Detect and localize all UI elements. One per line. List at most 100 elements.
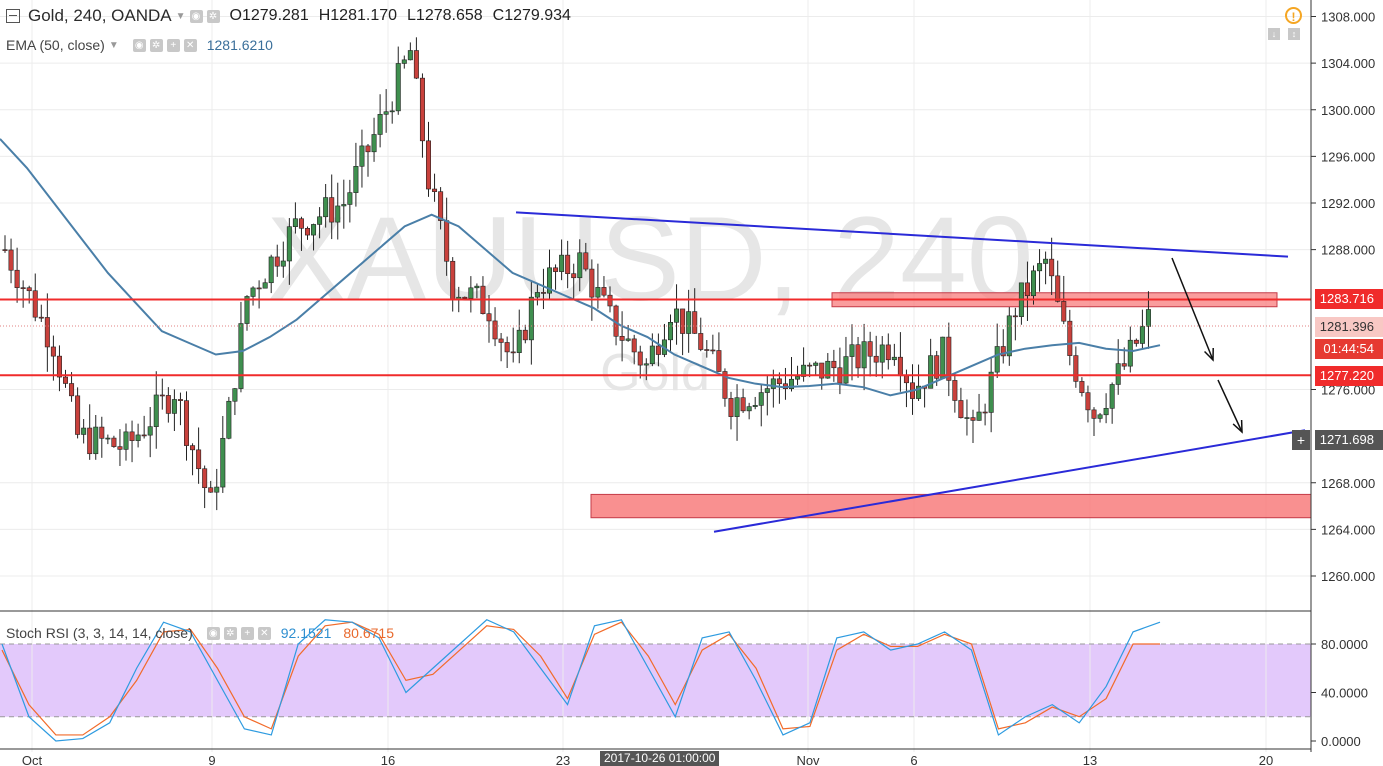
candle-body: [214, 486, 220, 493]
gear-icon[interactable]: ✲: [149, 38, 163, 52]
crosshair-plus-icon[interactable]: +: [1292, 430, 1310, 450]
last-price-tag: 1281.396: [1315, 317, 1383, 337]
candle-body: [1109, 384, 1115, 409]
candle-body: [885, 344, 891, 361]
candle-body: [141, 434, 147, 437]
close-icon[interactable]: ✕: [183, 38, 197, 52]
candle-body: [1024, 282, 1030, 297]
candle-body: [722, 371, 728, 399]
chevron-down-icon[interactable]: ▼: [175, 10, 186, 22]
ema-label[interactable]: EMA (50, close): [6, 37, 105, 53]
candle-body: [1139, 326, 1145, 344]
candle-body: [825, 360, 831, 379]
candle-body: [1091, 409, 1097, 419]
time-tick-label: Oct: [22, 753, 43, 766]
candle-body: [432, 188, 438, 192]
candle-body: [14, 269, 20, 288]
candle-body: [637, 351, 643, 366]
candle-body: [250, 287, 256, 297]
candle-body: [20, 287, 26, 289]
candle-body: [177, 399, 183, 401]
candle-body: [425, 140, 431, 190]
candle-body: [964, 417, 970, 419]
arrow-updown-icon[interactable]: ↕: [1288, 28, 1300, 40]
candle-body: [504, 342, 510, 353]
candle-body: [359, 145, 365, 167]
candle-body: [232, 388, 238, 402]
candle-body: [238, 323, 244, 389]
candle-body: [462, 296, 468, 299]
plus-icon[interactable]: +: [166, 38, 180, 52]
candle-body: [50, 346, 56, 357]
stoch-label[interactable]: Stoch RSI (3, 3, 14, 14, close): [6, 625, 193, 641]
down-arrow-1: [1171, 257, 1214, 361]
candle-body: [347, 192, 353, 205]
candle-body: [583, 252, 589, 270]
candle-body: [982, 411, 988, 414]
countdown-tag: 01:44:54: [1315, 339, 1383, 359]
symbol-title[interactable]: Gold, 240, OANDA: [28, 6, 172, 25]
price-tick-label: 1288.000: [1321, 243, 1375, 258]
arrow-down-icon[interactable]: ↓: [1268, 28, 1280, 40]
candle-body: [1055, 275, 1061, 302]
candle-body: [1115, 363, 1121, 385]
candle-body: [528, 296, 534, 341]
candle-body: [190, 445, 196, 451]
candle-body: [534, 292, 540, 298]
candle-body: [87, 427, 93, 455]
candle-body: [553, 267, 559, 272]
watermark-name: Gold: [600, 344, 710, 402]
candle-body: [764, 388, 770, 393]
candle-body: [649, 345, 655, 365]
chevron-down-icon[interactable]: ▼: [108, 39, 119, 51]
candle-body: [395, 63, 401, 112]
ema-value: 1281.6210: [206, 37, 273, 53]
candle-body: [728, 398, 734, 417]
alert-icon[interactable]: !: [1285, 7, 1302, 24]
close-value: 1279.934: [504, 7, 571, 24]
candle-body: [383, 111, 389, 115]
eye-icon[interactable]: ◉: [206, 626, 220, 640]
low-label: L: [407, 7, 416, 24]
candle-body: [335, 205, 341, 223]
candle-body: [298, 218, 304, 229]
close-icon[interactable]: ✕: [257, 626, 271, 640]
lower-trendline: [713, 429, 1306, 533]
candle-body: [1000, 346, 1006, 357]
upper-trendline: [515, 211, 1289, 258]
eye-icon[interactable]: ◉: [189, 9, 203, 23]
candle-body: [655, 345, 661, 355]
candle-body: [686, 311, 692, 334]
candle-body: [341, 204, 347, 207]
candle-body: [256, 287, 262, 290]
candle-body: [946, 336, 952, 381]
candle-body: [8, 249, 14, 271]
open-value: 1279.281: [241, 7, 309, 24]
candle-body: [522, 329, 528, 341]
eye-icon[interactable]: ◉: [132, 38, 146, 52]
candle-body: [377, 114, 383, 135]
minus-square-icon[interactable]: [6, 9, 20, 23]
candle-body: [855, 344, 861, 369]
resistance-price-tag: 1283.716: [1315, 289, 1383, 309]
candle-body: [1043, 258, 1049, 264]
price-tick-label: 1296.000: [1321, 149, 1375, 164]
candle-body: [498, 338, 504, 343]
gear-icon[interactable]: ✲: [223, 626, 237, 640]
candle-body: [165, 395, 171, 414]
candle-body: [940, 336, 946, 379]
plus-icon[interactable]: +: [240, 626, 254, 640]
candle-body: [734, 397, 740, 417]
candle-body: [680, 308, 686, 334]
candle-body: [643, 363, 649, 366]
down-arrow-2: [1217, 379, 1243, 433]
candle-body: [952, 380, 958, 401]
candle-body: [577, 252, 583, 279]
cursor-price-tag: 1271.698: [1315, 430, 1383, 450]
candle-body: [740, 397, 746, 412]
time-tick-label: 20: [1259, 753, 1273, 766]
gear-icon[interactable]: ✲: [206, 9, 220, 23]
candle-body: [589, 268, 595, 298]
candle-body: [311, 224, 317, 236]
